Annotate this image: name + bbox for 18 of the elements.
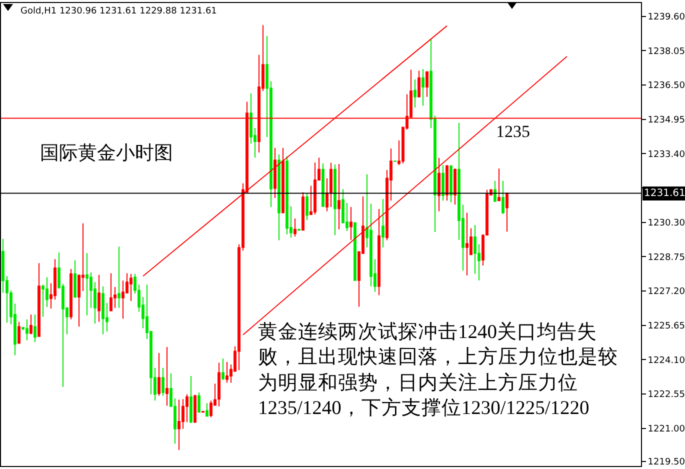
y-tick-label: 1238.05 (648, 46, 685, 57)
y-tick-label: 1233.40 (648, 150, 685, 160)
y-tick-label: 1230.30 (648, 218, 685, 228)
annotation: 黄金连续两次试探冲击1240关口均告失败，且出现快速回落，上方压力位也是较为明显和强势，日内关注上方压力位1235/1240，下方支撑位1230/1225/1220 (258, 320, 619, 422)
annotation: 国际黄金小时图 (40, 142, 174, 166)
y-tick-label: 1236.50 (648, 81, 685, 92)
y-tick-label: 1222.55 (648, 390, 685, 400)
y-tick-label: 1221.00 (648, 424, 685, 434)
y-tick-label: 1234.95 (648, 115, 685, 126)
y-tick-label: 1239.60 (648, 12, 685, 22)
chart-title: Gold,H1 1230.96 1231.61 1229.88 1231.61 (20, 6, 217, 16)
ref-line-label: 1235 (496, 122, 530, 141)
ref-line-label: 1231.61 (644, 188, 685, 199)
y-tick-label: 1225.65 (648, 321, 685, 332)
y-tick-label: 1219.50 (648, 458, 685, 468)
y-tick-label: 1228.75 (648, 252, 685, 263)
y-tick-label: 1227.20 (648, 287, 685, 298)
y-tick-label: 1224.10 (648, 356, 685, 366)
